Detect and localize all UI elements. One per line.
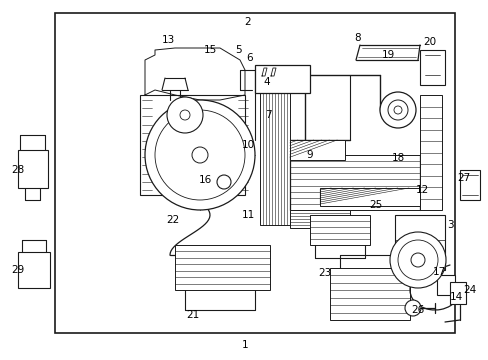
- Text: 17: 17: [431, 267, 445, 277]
- Circle shape: [145, 100, 254, 210]
- Circle shape: [393, 106, 401, 114]
- Text: 8: 8: [354, 33, 361, 43]
- Circle shape: [387, 100, 407, 120]
- Text: 28: 28: [11, 165, 24, 175]
- Polygon shape: [270, 68, 275, 76]
- Text: 22: 22: [166, 215, 179, 225]
- Text: 15: 15: [203, 45, 216, 55]
- Text: 2: 2: [244, 17, 251, 27]
- Circle shape: [192, 147, 207, 163]
- Bar: [419, 95, 441, 210]
- Text: 3: 3: [446, 220, 452, 230]
- Text: 29: 29: [11, 265, 24, 275]
- Text: 4: 4: [263, 77, 270, 87]
- Bar: [254, 65, 309, 93]
- Text: 19: 19: [381, 50, 394, 60]
- Bar: [289, 155, 419, 210]
- Circle shape: [410, 253, 424, 267]
- Bar: [319, 188, 419, 206]
- Bar: [329, 268, 409, 320]
- Text: 9: 9: [306, 150, 313, 160]
- Bar: [436, 275, 454, 295]
- Text: 1: 1: [241, 340, 248, 350]
- Text: 10: 10: [241, 140, 254, 150]
- Text: 11: 11: [241, 210, 254, 220]
- Circle shape: [379, 92, 415, 128]
- Bar: [459, 170, 479, 200]
- Text: 7: 7: [264, 110, 271, 120]
- Text: 18: 18: [390, 153, 404, 163]
- Bar: [419, 50, 444, 85]
- Circle shape: [389, 232, 445, 288]
- Circle shape: [404, 300, 420, 316]
- Bar: [289, 140, 345, 160]
- Text: 6: 6: [246, 53, 253, 63]
- Bar: [140, 95, 244, 195]
- Circle shape: [155, 110, 244, 200]
- Text: 5: 5: [234, 45, 241, 55]
- Bar: [289, 210, 349, 228]
- Text: 24: 24: [463, 285, 476, 295]
- Bar: [55, 13, 454, 333]
- Bar: [18, 150, 48, 188]
- Circle shape: [180, 110, 190, 120]
- Text: 20: 20: [423, 37, 436, 47]
- Polygon shape: [145, 48, 244, 100]
- Text: 16: 16: [198, 175, 211, 185]
- Text: 26: 26: [410, 305, 424, 315]
- Text: 27: 27: [456, 173, 469, 183]
- Bar: [175, 245, 269, 290]
- Bar: [18, 252, 50, 288]
- Bar: [449, 282, 465, 304]
- Circle shape: [167, 97, 203, 133]
- Text: 21: 21: [186, 310, 199, 320]
- Circle shape: [397, 240, 437, 280]
- Bar: [260, 80, 289, 225]
- Text: 13: 13: [161, 35, 174, 45]
- Text: 23: 23: [318, 268, 331, 278]
- Circle shape: [217, 175, 230, 189]
- Bar: [394, 215, 444, 270]
- Text: 12: 12: [414, 185, 428, 195]
- Bar: [309, 215, 369, 245]
- Text: 25: 25: [368, 200, 382, 210]
- Text: 14: 14: [448, 292, 462, 302]
- Polygon shape: [262, 68, 266, 76]
